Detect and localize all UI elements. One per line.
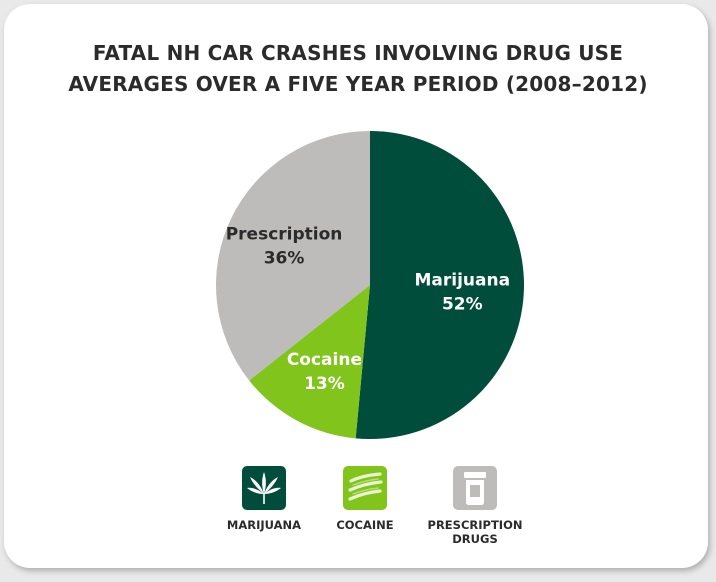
pill-bottle-icon <box>453 466 497 510</box>
chart-subtitle: AVERAGES OVER A FIVE YEAR PERIOD (2008–2… <box>68 72 648 96</box>
cocaine-lines-icon <box>343 466 387 510</box>
legend-item-cocaine: COCAINE <box>295 466 435 532</box>
legend-label-marijuana: MARIJUANA <box>226 518 302 532</box>
legend-label-prescription: PRESCRIPTION DRUGS <box>427 518 523 546</box>
slice-value-marijuana: 52% <box>442 294 483 314</box>
slice-label-cocaine: Cocaine <box>287 350 362 370</box>
slice-value-prescription: 36% <box>264 248 305 268</box>
slice-label-marijuana: Marijuana <box>415 270 511 290</box>
pie-slice-prescription <box>215 131 370 381</box>
marijuana-leaf-icon <box>242 466 286 510</box>
legend-item-marijuana: MARIJUANA <box>194 466 334 532</box>
slice-value-cocaine: 13% <box>304 374 345 394</box>
legend-label-cocaine: COCAINE <box>336 518 394 532</box>
slice-label-prescription: Prescription <box>226 224 343 244</box>
pie-slice-marijuana <box>355 131 525 439</box>
pie-slice-cocaine <box>249 285 370 439</box>
legend-item-prescription: PRESCRIPTION DRUGS <box>405 466 545 546</box>
chart-title-block: FATAL NH CAR CRASHES INVOLVING DRUG USE … <box>0 38 716 100</box>
chart-title: FATAL NH CAR CRASHES INVOLVING DRUG USE <box>92 41 624 65</box>
